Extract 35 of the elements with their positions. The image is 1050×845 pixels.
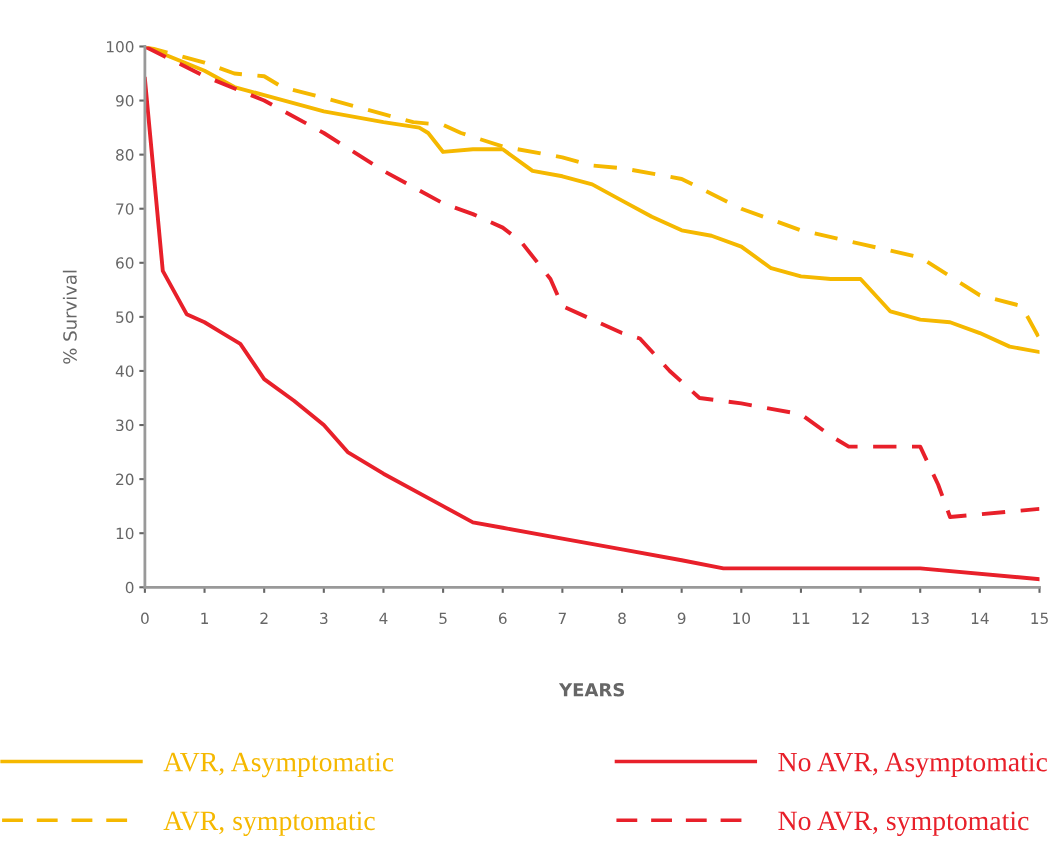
y-tick-label: 90 [116,95,134,107]
y-tick-label: 70 [116,203,134,215]
x-tick-label: 4 [379,612,388,624]
legend-label: No AVR, symptomatic [778,811,1029,836]
x-tick-label: 13 [912,612,929,625]
y-tick-label: 10 [116,527,134,540]
line-series [144,46,1040,519]
y-axis-title: % Survival [62,270,77,364]
x-tick-label: 1 [201,612,208,624]
x-tick-label: 10 [733,612,751,625]
x-tick-label: 11 [792,612,810,624]
y-tick-label: 50 [116,311,134,323]
x-axis-title: YEARS [558,682,625,697]
y-tick-label: 80 [116,149,134,161]
x-tick-label: 9 [677,612,686,625]
x-tick-label: 0 [141,612,149,625]
x-tick-label: 8 [618,612,626,625]
line-series [144,76,1040,582]
y-tick-label: 100 [107,40,134,53]
x-tick-label: 15 [1031,612,1048,625]
y-tick-label: 40 [115,365,134,377]
y-tick-label: 20 [116,473,134,486]
x-tick-label: 7 [558,612,566,624]
x-tick-label: 3 [320,612,328,625]
y-tick-label: 30 [116,419,134,432]
legend-label: AVR, symptomatic [163,811,375,836]
x-tick-label: 14 [971,612,989,624]
x-tick-label: 5 [439,612,447,625]
x-tick-label: 6 [498,612,507,625]
legend-label: No AVR, Asymptomatic [778,752,1048,778]
x-tick-label: 12 [852,612,869,624]
y-tick-label: 60 [116,257,134,269]
x-tick-label: 2 [260,612,268,624]
y-tick-label: 0 [125,581,134,594]
legend-label: AVR, Asymptomatic [163,752,394,778]
